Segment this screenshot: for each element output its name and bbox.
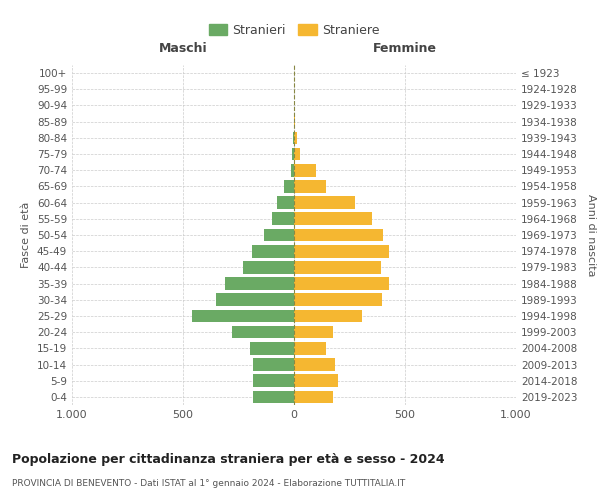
Bar: [253, 374, 294, 387]
Bar: [294, 164, 316, 176]
Bar: [225, 278, 294, 290]
Bar: [294, 196, 355, 209]
Bar: [272, 212, 294, 225]
Bar: [294, 261, 380, 274]
Text: PROVINCIA DI BENEVENTO - Dati ISTAT al 1° gennaio 2024 - Elaborazione TUTTITALIA: PROVINCIA DI BENEVENTO - Dati ISTAT al 1…: [12, 479, 405, 488]
Bar: [292, 148, 294, 160]
Bar: [290, 164, 294, 176]
Text: Popolazione per cittadinanza straniera per età e sesso - 2024: Popolazione per cittadinanza straniera p…: [12, 452, 445, 466]
Bar: [294, 310, 362, 322]
Bar: [294, 326, 333, 338]
Text: Maschi: Maschi: [158, 42, 208, 56]
Bar: [192, 310, 294, 322]
Bar: [250, 342, 294, 354]
Bar: [294, 374, 338, 387]
Y-axis label: Anni di nascita: Anni di nascita: [586, 194, 596, 276]
Y-axis label: Fasce di età: Fasce di età: [22, 202, 31, 268]
Bar: [253, 390, 294, 403]
Legend: Stranieri, Straniere: Stranieri, Straniere: [209, 24, 380, 36]
Bar: [294, 294, 382, 306]
Bar: [243, 261, 294, 274]
Bar: [252, 245, 294, 258]
Bar: [264, 228, 294, 241]
Bar: [253, 358, 294, 371]
Bar: [294, 116, 295, 128]
Bar: [294, 342, 326, 354]
Bar: [294, 228, 383, 241]
Bar: [294, 390, 333, 403]
Bar: [293, 132, 294, 144]
Bar: [217, 294, 294, 306]
Bar: [277, 196, 294, 209]
Bar: [284, 180, 294, 192]
Bar: [294, 132, 296, 144]
Bar: [294, 148, 299, 160]
Bar: [294, 212, 372, 225]
Text: Femmine: Femmine: [373, 42, 437, 56]
Bar: [294, 358, 335, 371]
Bar: [294, 278, 389, 290]
Bar: [294, 245, 389, 258]
Bar: [294, 180, 326, 192]
Bar: [232, 326, 294, 338]
